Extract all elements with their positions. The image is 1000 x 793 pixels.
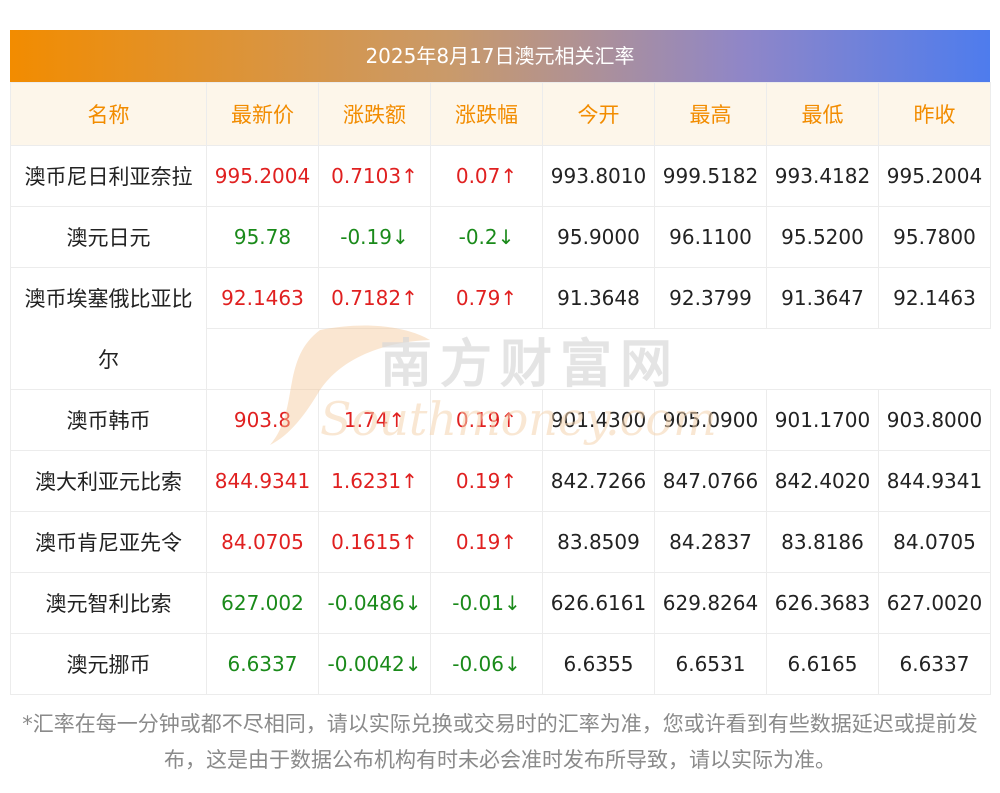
open-price: 626.6161 [542, 572, 655, 634]
low-price: 842.4020 [766, 450, 879, 512]
prev-close: 844.9341 [878, 450, 991, 512]
open-price: 993.8010 [542, 145, 655, 207]
table-row: 澳币埃塞俄比亚比 92.1463 0.7182↑ 0.79↑ 91.3648 9… [10, 267, 991, 329]
prev-close: 92.1463 [878, 267, 991, 329]
footnote-disclaimer: *汇率在每一分钟或都不尽相同，请以实际兑换或交易时的汇率为准，您或许看到有些数据… [22, 712, 978, 772]
change-percent: 0.19↑ [430, 511, 543, 573]
low-price: 626.3683 [766, 572, 879, 634]
high-price: 84.2837 [654, 511, 767, 573]
open-price: 95.9000 [542, 206, 655, 268]
table-row: 澳币韩币 903.8 1.74↑ 0.19↑ 901.4300 905.0900… [10, 389, 991, 451]
prev-close: 6.6337 [878, 633, 991, 695]
currency-name: 澳大利亚元比索 [10, 450, 207, 512]
high-price: 905.0900 [654, 389, 767, 451]
change-amount: 0.7182↑ [318, 267, 431, 329]
table-row: 澳元挪币 6.6337 -0.0042↓ -0.06↓ 6.6355 6.653… [10, 633, 991, 695]
table-row: 澳大利亚元比索 844.9341 1.6231↑ 0.19↑ 842.7266 … [10, 450, 991, 512]
header-name: 名称 [10, 82, 207, 146]
change-amount: -0.0042↓ [318, 633, 431, 695]
change-amount: -0.0486↓ [318, 572, 431, 634]
currency-name: 澳元智利比索 [10, 572, 207, 634]
change-percent: -0.2↓ [430, 206, 543, 268]
change-percent: 0.19↑ [430, 450, 543, 512]
table-row: 澳币肯尼亚先令 84.0705 0.1615↑ 0.19↑ 83.8509 84… [10, 511, 991, 573]
currency-name: 澳币肯尼亚先令 [10, 511, 207, 573]
latest-price: 92.1463 [206, 267, 319, 329]
open-price: 842.7266 [542, 450, 655, 512]
wrap-spacer [207, 329, 991, 390]
low-price: 83.8186 [766, 511, 879, 573]
currency-name: 澳元挪币 [10, 633, 207, 695]
table-title: 2025年8月17日澳元相关汇率 [10, 30, 990, 82]
change-amount: 0.7103↑ [318, 145, 431, 207]
latest-price: 903.8 [206, 389, 319, 451]
table-row: 澳元智利比索 627.002 -0.0486↓ -0.01↓ 626.6161 … [10, 572, 991, 634]
header-change: 涨跌额 [318, 82, 431, 146]
change-percent: -0.01↓ [430, 572, 543, 634]
latest-price: 627.002 [206, 572, 319, 634]
header-prev: 昨收 [878, 82, 991, 146]
change-percent: 0.79↑ [430, 267, 543, 329]
change-amount: -0.19↓ [318, 206, 431, 268]
latest-price: 84.0705 [206, 511, 319, 573]
latest-price: 844.9341 [206, 450, 319, 512]
low-price: 993.4182 [766, 145, 879, 207]
open-price: 6.6355 [542, 633, 655, 695]
change-amount: 1.74↑ [318, 389, 431, 451]
currency-name-continued: 尔 [10, 328, 207, 390]
latest-price: 995.2004 [206, 145, 319, 207]
currency-name: 澳币埃塞俄比亚比 [10, 267, 207, 329]
rate-table: 名称 最新价 涨跌额 涨跌幅 今开 最高 最低 昨收 澳币尼日利亚奈拉 995.… [10, 82, 991, 695]
header-latest: 最新价 [206, 82, 319, 146]
table-row: 澳币尼日利亚奈拉 995.2004 0.7103↑ 0.07↑ 993.8010… [10, 145, 991, 207]
low-price: 901.1700 [766, 389, 879, 451]
table-row-wrap: 尔 [10, 328, 991, 390]
high-price: 96.1100 [654, 206, 767, 268]
prev-close: 95.7800 [878, 206, 991, 268]
table-row: 澳元日元 95.78 -0.19↓ -0.2↓ 95.9000 96.1100 … [10, 206, 991, 268]
open-price: 83.8509 [542, 511, 655, 573]
latest-price: 95.78 [206, 206, 319, 268]
high-price: 92.3799 [654, 267, 767, 329]
open-price: 91.3648 [542, 267, 655, 329]
open-price: 901.4300 [542, 389, 655, 451]
high-price: 847.0766 [654, 450, 767, 512]
low-price: 91.3647 [766, 267, 879, 329]
header-row: 名称 最新价 涨跌额 涨跌幅 今开 最高 最低 昨收 [10, 82, 991, 146]
latest-price: 6.6337 [206, 633, 319, 695]
high-price: 629.8264 [654, 572, 767, 634]
change-percent: 0.07↑ [430, 145, 543, 207]
header-pct: 涨跌幅 [430, 82, 543, 146]
header-open: 今开 [542, 82, 655, 146]
header-high: 最高 [654, 82, 767, 146]
prev-close: 995.2004 [878, 145, 991, 207]
high-price: 6.6531 [654, 633, 767, 695]
prev-close: 627.0020 [878, 572, 991, 634]
prev-close: 903.8000 [878, 389, 991, 451]
low-price: 95.5200 [766, 206, 879, 268]
rate-table-container: 2025年8月17日澳元相关汇率 名称 最新价 涨跌额 涨跌幅 今开 最高 最低… [10, 30, 991, 695]
low-price: 6.6165 [766, 633, 879, 695]
change-percent: -0.06↓ [430, 633, 543, 695]
prev-close: 84.0705 [878, 511, 991, 573]
change-percent: 0.19↑ [430, 389, 543, 451]
currency-name: 澳元日元 [10, 206, 207, 268]
currency-name: 澳币韩币 [10, 389, 207, 451]
change-amount: 1.6231↑ [318, 450, 431, 512]
high-price: 999.5182 [654, 145, 767, 207]
header-low: 最低 [766, 82, 879, 146]
change-amount: 0.1615↑ [318, 511, 431, 573]
currency-name: 澳币尼日利亚奈拉 [10, 145, 207, 207]
